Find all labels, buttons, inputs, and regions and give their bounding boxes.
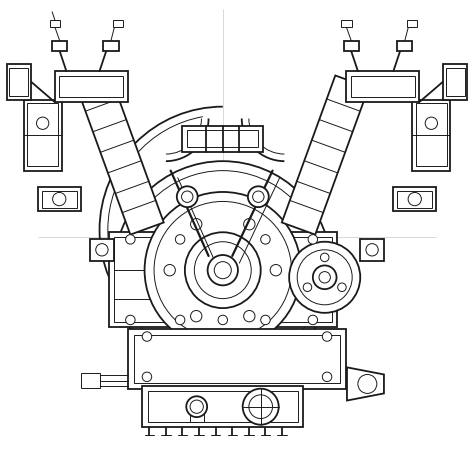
Circle shape bbox=[243, 389, 279, 425]
Bar bbox=[59, 76, 123, 97]
Circle shape bbox=[308, 235, 318, 244]
Bar bbox=[134, 335, 340, 383]
Bar bbox=[81, 373, 100, 388]
Bar bbox=[142, 386, 303, 427]
Circle shape bbox=[191, 219, 202, 230]
Circle shape bbox=[186, 396, 207, 417]
Circle shape bbox=[308, 315, 318, 325]
Circle shape bbox=[96, 244, 108, 256]
Circle shape bbox=[177, 186, 198, 207]
Bar bbox=[416, 103, 447, 166]
Circle shape bbox=[142, 332, 152, 341]
Circle shape bbox=[322, 372, 332, 382]
Bar bbox=[397, 41, 412, 51]
Polygon shape bbox=[347, 367, 384, 401]
Circle shape bbox=[261, 315, 270, 325]
Bar bbox=[42, 191, 77, 208]
Circle shape bbox=[175, 235, 185, 244]
Bar bbox=[187, 130, 258, 147]
Circle shape bbox=[320, 253, 329, 262]
Circle shape bbox=[289, 242, 360, 313]
Bar bbox=[128, 329, 346, 389]
Bar bbox=[446, 68, 465, 96]
Bar bbox=[393, 187, 436, 211]
Circle shape bbox=[244, 310, 255, 322]
Circle shape bbox=[145, 192, 301, 348]
Circle shape bbox=[248, 186, 269, 207]
Bar bbox=[109, 232, 337, 327]
Circle shape bbox=[218, 235, 228, 244]
Circle shape bbox=[182, 191, 193, 202]
Circle shape bbox=[123, 171, 322, 370]
Circle shape bbox=[208, 255, 238, 285]
Bar bbox=[24, 100, 62, 171]
Circle shape bbox=[126, 235, 135, 244]
Bar bbox=[27, 103, 58, 166]
Circle shape bbox=[358, 374, 377, 393]
Circle shape bbox=[218, 315, 228, 325]
Circle shape bbox=[253, 191, 264, 202]
Circle shape bbox=[249, 395, 273, 419]
Bar bbox=[346, 71, 419, 102]
Circle shape bbox=[322, 332, 332, 341]
Circle shape bbox=[366, 244, 378, 256]
Circle shape bbox=[337, 283, 346, 292]
Bar bbox=[113, 20, 123, 27]
Circle shape bbox=[214, 262, 231, 279]
Bar bbox=[55, 71, 128, 102]
Bar bbox=[360, 239, 384, 261]
Circle shape bbox=[408, 192, 421, 206]
Bar bbox=[412, 100, 450, 171]
Bar bbox=[7, 64, 31, 100]
Circle shape bbox=[261, 235, 270, 244]
Bar bbox=[397, 191, 432, 208]
Bar bbox=[50, 20, 60, 27]
Circle shape bbox=[313, 265, 337, 289]
Bar bbox=[190, 407, 204, 422]
Circle shape bbox=[154, 201, 292, 339]
Circle shape bbox=[191, 310, 202, 322]
Bar bbox=[52, 41, 67, 51]
Circle shape bbox=[53, 192, 66, 206]
Circle shape bbox=[114, 161, 332, 379]
Circle shape bbox=[244, 219, 255, 230]
Circle shape bbox=[270, 264, 282, 276]
Circle shape bbox=[126, 315, 135, 325]
Circle shape bbox=[175, 315, 185, 325]
Bar bbox=[9, 68, 28, 96]
Circle shape bbox=[185, 232, 261, 308]
Circle shape bbox=[36, 117, 49, 129]
Circle shape bbox=[194, 242, 251, 299]
Bar bbox=[407, 20, 417, 27]
Circle shape bbox=[425, 117, 438, 129]
Bar bbox=[103, 41, 118, 51]
Bar bbox=[148, 391, 298, 422]
Circle shape bbox=[319, 272, 330, 283]
Bar bbox=[38, 187, 81, 211]
Circle shape bbox=[142, 372, 152, 382]
Circle shape bbox=[190, 400, 203, 413]
Bar bbox=[344, 41, 359, 51]
Bar bbox=[351, 76, 415, 97]
Polygon shape bbox=[77, 75, 164, 235]
Polygon shape bbox=[282, 75, 369, 235]
Bar bbox=[341, 20, 352, 27]
Circle shape bbox=[303, 283, 312, 292]
Bar bbox=[182, 126, 263, 152]
Circle shape bbox=[164, 264, 175, 276]
Bar bbox=[114, 237, 332, 322]
Circle shape bbox=[297, 250, 352, 305]
Bar bbox=[443, 64, 467, 100]
Bar bbox=[90, 239, 114, 261]
